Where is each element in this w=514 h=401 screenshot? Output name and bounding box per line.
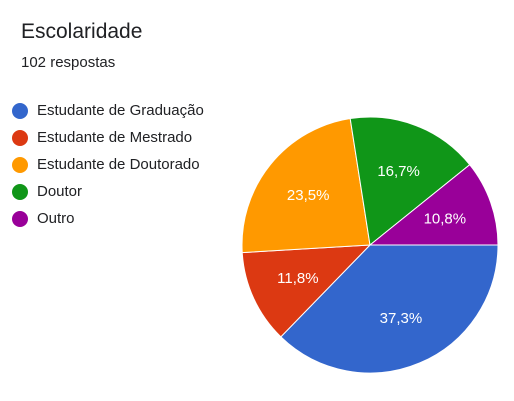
chart-legend: Estudante de Graduação Estudante de Mest… <box>12 97 204 232</box>
legend-item-outro: Outro <box>12 205 204 232</box>
pie-label-graduacao: 37,3% <box>380 310 423 327</box>
legend-swatch-outro <box>12 210 28 227</box>
legend-swatch-graduacao <box>12 102 28 119</box>
pie-label-doutorado: 23,5% <box>287 187 330 204</box>
legend-item-doutor: Doutor <box>12 178 204 205</box>
legend-swatch-doutorado <box>12 156 28 173</box>
legend-item-doutorado: Estudante de Doutorado <box>12 151 204 178</box>
legend-label-doutor: Doutor <box>37 183 83 200</box>
pie-label-doutor: 16,7% <box>377 163 420 180</box>
pie-slice-graduacao <box>280 244 499 374</box>
pie-slice-mestrado <box>241 244 372 338</box>
legend-item-mestrado: Estudante de Mestrado <box>12 124 204 151</box>
legend-item-graduacao: Estudante de Graduação <box>12 97 204 124</box>
legend-label-outro: Outro <box>37 210 75 227</box>
pie-label-mestrado: 11,8% <box>277 270 318 287</box>
chart-title: Escolaridade <box>21 20 143 43</box>
pie-label-outro: 10,8% <box>424 211 467 228</box>
legend-label-graduacao: Estudante de Graduação <box>37 102 204 119</box>
response-count: 102 respostas <box>21 54 116 71</box>
legend-swatch-mestrado <box>12 129 28 146</box>
pie-slice-doutorado <box>241 117 371 254</box>
legend-label-mestrado: Estudante de Mestrado <box>37 129 193 146</box>
legend-label-doutorado: Estudante de Doutorado <box>37 156 200 173</box>
legend-swatch-doutor <box>12 183 28 200</box>
pie-slice-doutor <box>349 116 471 246</box>
pie-slice-outro <box>368 164 499 246</box>
